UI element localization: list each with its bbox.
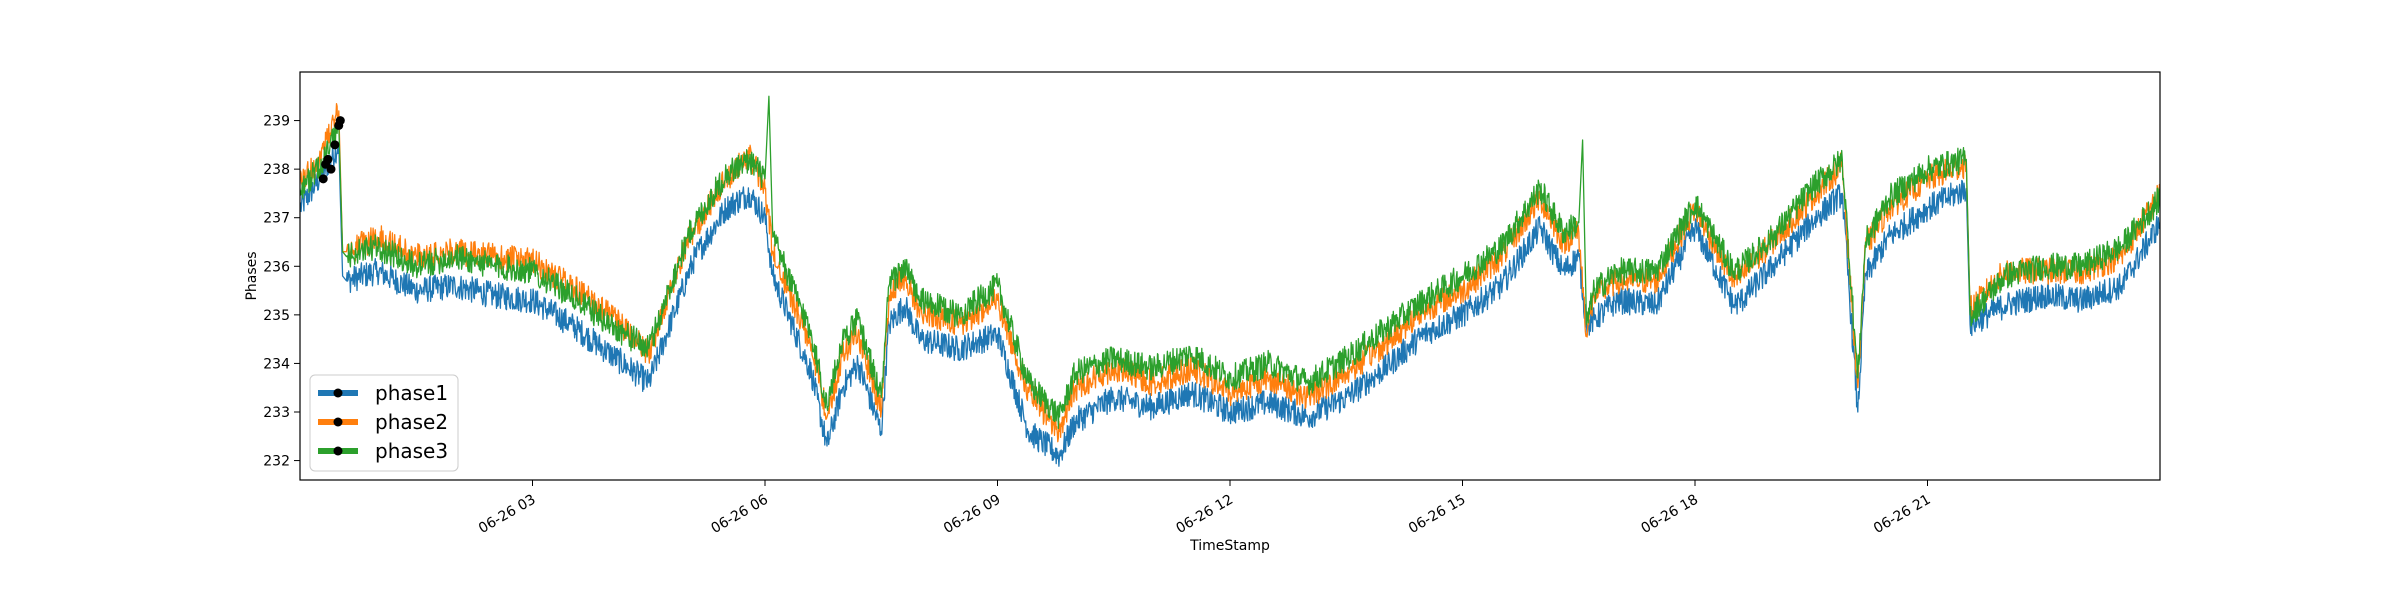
x-axis-title: TimeStamp bbox=[1189, 538, 1270, 554]
data-point-marker bbox=[318, 174, 328, 184]
y-axis-title: Phases bbox=[244, 251, 260, 300]
series-layer bbox=[300, 95, 2160, 467]
data-point-marker bbox=[326, 164, 336, 174]
data-point-marker bbox=[330, 140, 340, 150]
data-point-marker bbox=[323, 154, 333, 164]
legend-marker-phase3 bbox=[333, 446, 343, 456]
legend-box bbox=[309, 374, 459, 472]
series-line-phase1 bbox=[300, 143, 2160, 467]
legend: phase1 phase2 phase3 bbox=[309, 374, 459, 472]
y-tick-label: 235 bbox=[263, 308, 290, 324]
y-tick-label: 237 bbox=[263, 211, 290, 227]
y-tick-label: 236 bbox=[263, 259, 290, 275]
data-point-marker bbox=[335, 116, 345, 126]
y-tick-label: 238 bbox=[263, 162, 290, 178]
y-axis: 232 233 234 235 236 237 238 239 bbox=[263, 114, 300, 470]
marker-layer bbox=[318, 116, 345, 184]
y-tick-label: 234 bbox=[263, 356, 290, 372]
legend-marker-phase2 bbox=[333, 417, 343, 427]
legend-label-phase1: phase1 bbox=[375, 381, 448, 405]
legend-label-phase2: phase2 bbox=[375, 410, 448, 434]
y-tick-label: 239 bbox=[263, 114, 290, 130]
series-line-phase3 bbox=[300, 95, 2160, 429]
legend-label-phase3: phase3 bbox=[375, 439, 448, 463]
legend-marker-phase1 bbox=[333, 388, 343, 398]
y-tick-label: 232 bbox=[263, 454, 290, 470]
y-tick-label: 233 bbox=[263, 405, 290, 421]
